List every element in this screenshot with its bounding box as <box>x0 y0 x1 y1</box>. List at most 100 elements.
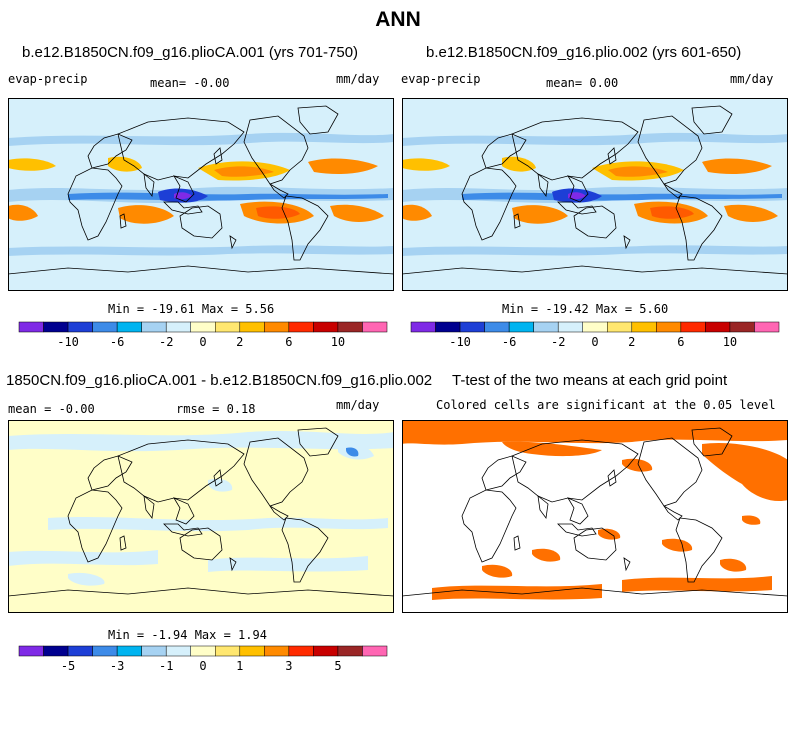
coastline-australia <box>179 527 223 561</box>
coastline-australia <box>573 205 617 239</box>
colorbar-2-box-6 <box>557 321 583 333</box>
coastline-south-america <box>675 517 723 583</box>
coastline-europe <box>481 455 527 491</box>
diff-neg-south-b <box>208 556 368 572</box>
case1-storm-track-north <box>8 132 394 146</box>
colorbar-2-tick-label: 10 <box>723 335 737 349</box>
coastline-asia <box>117 439 245 503</box>
coastline-antarctica <box>7 265 395 275</box>
colorbar-2-tick-label: 0 <box>591 335 598 349</box>
ttest-significant-tropical-pacific <box>598 528 621 540</box>
colorbar-1-tick-label: 0 <box>199 335 206 349</box>
coastline-india <box>537 495 549 520</box>
colorbar-2-box-5 <box>533 321 559 333</box>
diff-frame <box>8 420 394 613</box>
diff-strong-negative-patch <box>346 447 359 457</box>
ttest-significant-north-atlantic <box>702 442 788 502</box>
coastline-india <box>143 495 155 520</box>
colorbar-1-box-14 <box>362 321 388 333</box>
coastline-madagascar <box>119 535 127 551</box>
coastline-india <box>537 173 549 198</box>
colorbar-2-box-10 <box>656 321 682 333</box>
coastline-australia <box>179 205 223 239</box>
colorbar-2-tick-label: 2 <box>628 335 635 349</box>
panel-2-units-label: mm/day <box>730 72 774 86</box>
coastline-group <box>7 105 395 275</box>
colorbar-2-box-11 <box>680 321 706 333</box>
panel-4-map <box>401 420 789 613</box>
colorbar-3-tick-label: 0 <box>199 659 206 673</box>
coastline-antarctica <box>7 587 395 597</box>
colorbar-1-box-4 <box>116 321 142 333</box>
ttest-significant-southern-indian <box>482 564 513 578</box>
panel-3-min-max: Min = -1.94 Max = 1.94 <box>108 628 267 642</box>
colorbar-3-box-8 <box>215 645 241 657</box>
colorbar-1-box-3 <box>92 321 118 333</box>
coastline-japan <box>607 147 617 165</box>
coastline-japan <box>607 469 617 487</box>
colorbar-3-box-7 <box>190 645 216 657</box>
colorbar-2-box-14 <box>754 321 780 333</box>
panel-4-title: T-test of the two means at each grid poi… <box>452 372 728 389</box>
ttest-significant-south-atlantic <box>720 558 747 572</box>
coastline-new-zealand <box>623 557 631 572</box>
panel-2-variable-label: evap-precip <box>401 72 481 86</box>
coastline-indonesia <box>163 523 203 537</box>
coastline-new-zealand <box>623 235 631 250</box>
ttest-significant-indian <box>532 548 561 562</box>
case2-storm-track-south <box>402 245 788 256</box>
panel-1-title: b.e12.B1850CN.f09_g16.plioCA.001 (yrs 70… <box>22 44 359 61</box>
panel-2-mean-label: mean= 0.00 <box>546 76 619 90</box>
coastline-se-asia <box>173 497 195 525</box>
colorbar-3-box-6 <box>165 645 191 657</box>
colorbar-3-box-12 <box>313 645 339 657</box>
case1-storm-track-south <box>8 245 394 256</box>
panel-1-mean-label: mean= -0.00 <box>150 76 230 90</box>
coastline-africa <box>67 167 123 241</box>
coastline-japan <box>213 147 223 165</box>
colorbar-3-box-2 <box>67 645 93 657</box>
colorbar-3-tick-label: 3 <box>285 659 292 673</box>
colorbar-1-box-1 <box>43 321 69 333</box>
case1-north-subtropic-pacific-core <box>214 166 274 177</box>
colorbar-3-box-1 <box>43 645 69 657</box>
case2-south-atlantic-dry <box>724 204 778 222</box>
case2-west-dry-band <box>402 158 450 171</box>
panel-1-units-label: mm/day <box>336 72 380 86</box>
case2-west-edge-dry <box>402 204 432 221</box>
colorbar-3-tick-label: -5 <box>61 659 75 673</box>
coastline-group <box>7 427 395 597</box>
coastline-south-america <box>281 195 329 261</box>
case1-frame <box>8 98 394 291</box>
diff-neg-patch-1 <box>208 478 233 492</box>
case1-north-atlantic-subtropic <box>308 158 378 174</box>
colorbar-1-box-8 <box>215 321 241 333</box>
colorbar-1-box-2 <box>67 321 93 333</box>
coastline-madagascar <box>513 535 521 551</box>
case1-south-pacific-dry-core <box>256 206 300 219</box>
coastline-africa <box>67 489 123 563</box>
panel-3-units-label: mm/day <box>336 398 380 412</box>
colorbar-3-box-5 <box>141 645 167 657</box>
diff-neg-south-a <box>8 550 158 566</box>
colorbar-2-box-7 <box>582 321 608 333</box>
colorbar-1-box-0 <box>18 321 44 333</box>
colorbar-1-tick-label: -6 <box>110 335 124 349</box>
coastline-greenland <box>297 427 339 457</box>
ttest-significant-south-pacific <box>662 538 693 552</box>
coastline-se-asia <box>173 175 195 203</box>
colorbar-2-box-13 <box>729 321 755 333</box>
case2-south-pacific-dry-core <box>650 206 694 219</box>
colorbar-1-tick-label: 10 <box>331 335 345 349</box>
panel-3-map <box>7 420 395 613</box>
case2-south-indian-dry <box>512 205 568 224</box>
coastline-europe <box>481 133 527 169</box>
case2-storm-track-north <box>402 132 788 146</box>
page-title: ANN <box>375 8 421 31</box>
colorbar-3-tick-label: -1 <box>159 659 173 673</box>
case1-warm-pool-core <box>174 192 192 200</box>
colorbar-2-box-3 <box>484 321 510 333</box>
coastline-europe <box>87 455 133 491</box>
case1-arabian-dry <box>108 156 142 172</box>
colorbar-2-box-12 <box>705 321 731 333</box>
